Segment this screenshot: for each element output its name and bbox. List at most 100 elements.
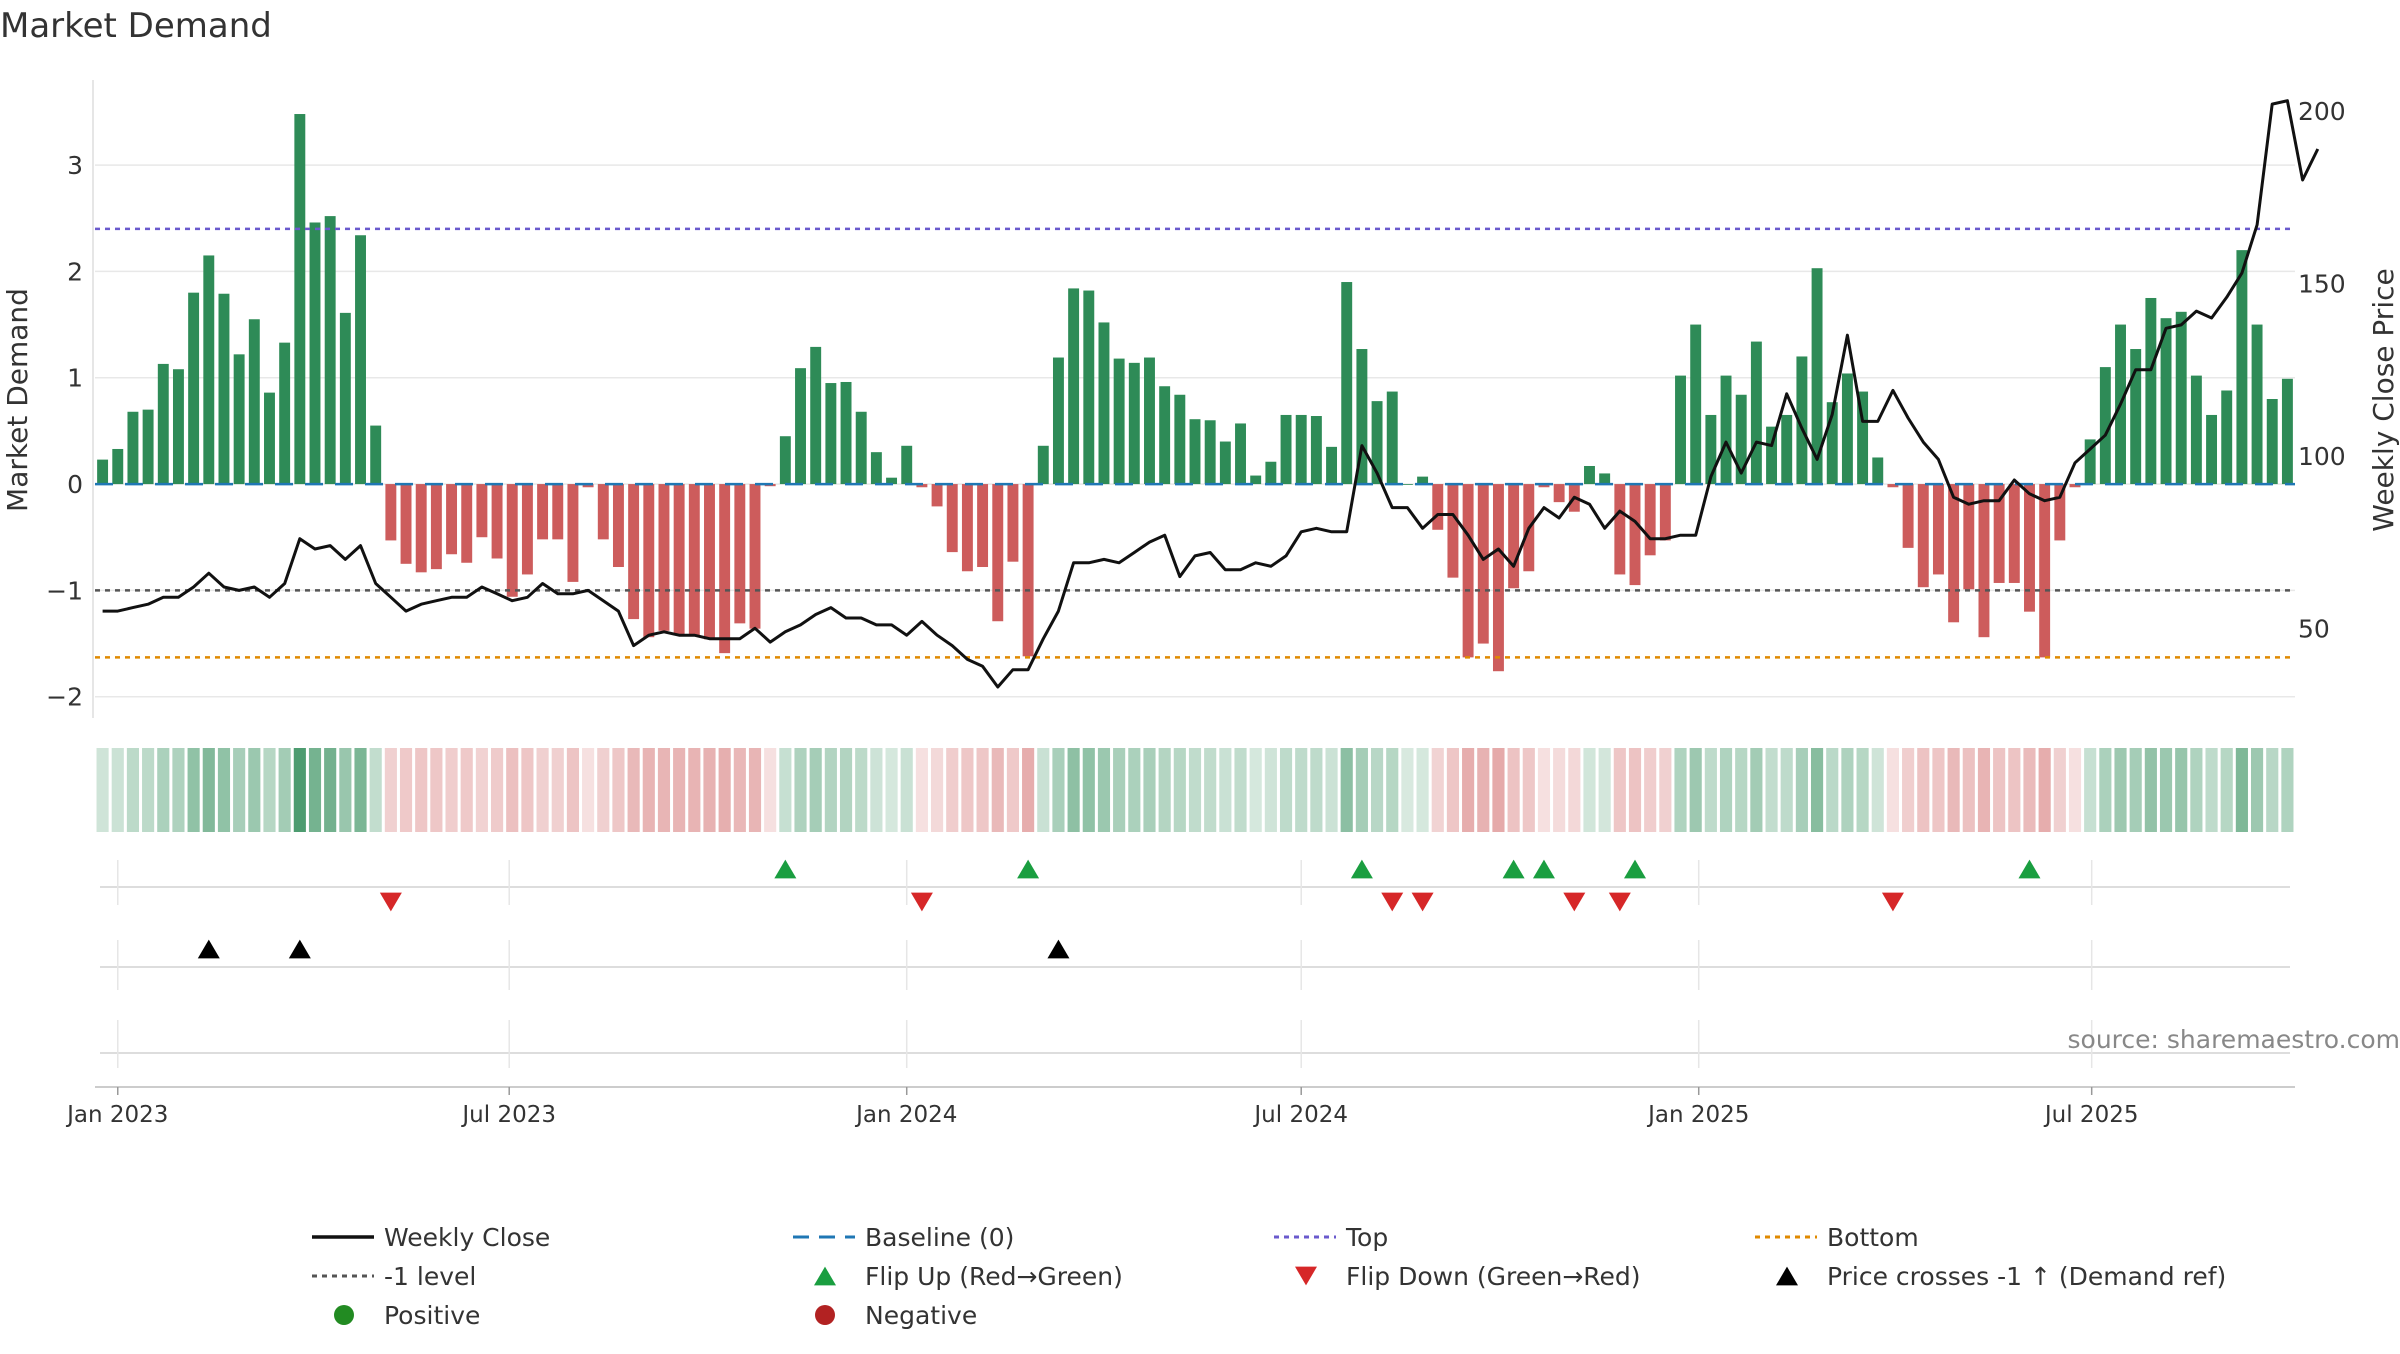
demand-bar (947, 484, 958, 552)
demand-bar (1341, 282, 1352, 484)
heat-cell (263, 748, 275, 832)
heat-cell (2114, 748, 2126, 832)
legend-swatch-positive (334, 1305, 354, 1325)
heat-cell (977, 748, 989, 832)
demand-bar (2039, 484, 2050, 657)
heat-cell (1674, 748, 1686, 832)
demand-bar (1599, 473, 1610, 484)
y-tick-label-right: 100 (2298, 442, 2346, 471)
flip-down-marker (1381, 893, 1403, 912)
y-tick-label-left: 2 (67, 257, 83, 286)
heat-cell (1265, 748, 1277, 832)
demand-bar (810, 347, 821, 484)
flip-down-marker (380, 893, 402, 912)
heat-cell (2236, 748, 2248, 832)
demand-bar (659, 484, 670, 631)
legend-swatch-flip-down (1295, 1267, 1317, 1286)
heat-cell (1993, 748, 2005, 832)
heat-cell (1553, 748, 1565, 832)
y-axis-label-right: Weekly Close Price (2367, 268, 2400, 531)
heat-cell (1811, 748, 1823, 832)
demand-bar (1463, 484, 1474, 657)
heat-cell (2023, 748, 2035, 832)
heat-cell (537, 748, 549, 832)
legend-label: Bottom (1827, 1223, 1919, 1252)
heat-cell (1781, 748, 1793, 832)
demand-bar (431, 484, 442, 569)
heat-cell (734, 748, 746, 832)
heat-cell (1310, 748, 1322, 832)
demand-bar (795, 368, 806, 484)
demand-bar (1007, 484, 1018, 562)
heat-cell (1143, 748, 1155, 832)
flip-up-marker (1533, 860, 1555, 879)
demand-bar (294, 114, 305, 484)
heat-cell (400, 748, 412, 832)
flip-down-marker (1882, 893, 1904, 912)
heat-cell (1963, 748, 1975, 832)
heat-cell (2281, 748, 2293, 832)
heat-cell (2160, 748, 2172, 832)
heat-cell (1417, 748, 1429, 832)
heat-cell (1037, 748, 1049, 832)
heat-cell (2145, 748, 2157, 832)
heat-cell (870, 748, 882, 832)
demand-bar (522, 484, 533, 574)
demand-bar (537, 484, 548, 539)
demand-bar (476, 484, 487, 537)
demand-bar (1159, 386, 1170, 484)
heat-cell (779, 748, 791, 832)
demand-bar (1326, 447, 1337, 484)
heat-cell (1007, 748, 1019, 832)
demand-bar (2176, 312, 2187, 484)
heat-cell (1022, 748, 1034, 832)
heat-cell (279, 748, 291, 832)
demand-bar (674, 484, 685, 634)
heat-cell (1599, 748, 1611, 832)
demand-bar (598, 484, 609, 539)
demand-bar (112, 449, 123, 484)
demand-bar (1402, 484, 1413, 485)
heat-cell (491, 748, 503, 832)
heat-cell (1401, 748, 1413, 832)
x-tick-label: Jan 2023 (65, 1102, 168, 1128)
demand-bar (719, 484, 730, 653)
x-tick-label: Jul 2025 (2043, 1102, 2139, 1128)
demand-bar (158, 364, 169, 484)
demand-bar (249, 319, 260, 484)
demand-bar (1493, 484, 1504, 671)
heat-cell (1538, 748, 1550, 832)
demand-bar (962, 484, 973, 571)
heat-cell (1644, 748, 1656, 832)
heat-cell (1219, 748, 1231, 832)
demand-bar (734, 484, 745, 623)
demand-bar (2161, 318, 2172, 484)
demand-bar (567, 484, 578, 582)
demand-bar (750, 484, 761, 629)
heat-cell (1113, 748, 1125, 832)
heat-cell (1826, 748, 1838, 832)
demand-bar (1554, 484, 1565, 502)
demand-bar (219, 294, 230, 484)
heat-strip (97, 748, 2294, 832)
legend-swatch-cross (1776, 1267, 1798, 1286)
heat-cell (506, 748, 518, 832)
demand-bar (2054, 484, 2065, 540)
heat-cell (1083, 748, 1095, 832)
heat-cell (1280, 748, 1292, 832)
heat-cell (764, 748, 776, 832)
heat-cell (840, 748, 852, 832)
demand-bar (1083, 291, 1094, 485)
demand-bar (1068, 288, 1079, 484)
demand-bar (1872, 457, 1883, 484)
y-tick-label-left: 3 (67, 151, 83, 180)
heat-cell (612, 748, 624, 832)
heat-cell (810, 748, 822, 832)
heat-cell (248, 748, 260, 832)
demand-bar (1235, 423, 1246, 484)
heat-cell (1386, 748, 1398, 832)
demand-bar (1933, 484, 1944, 574)
demand-bar (1478, 484, 1489, 643)
